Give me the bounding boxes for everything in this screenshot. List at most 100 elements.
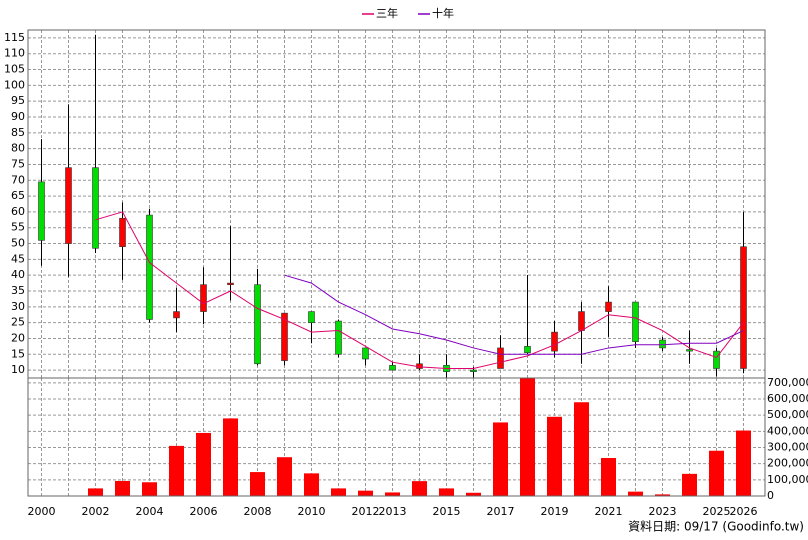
x-tick-label: 2026	[730, 505, 758, 518]
plots: 1015202530354045505560657075808590951001…	[4, 6, 808, 518]
volume-bar	[709, 450, 724, 496]
y-tick-label: 25	[11, 316, 25, 329]
volume-bar	[142, 482, 157, 496]
ma-line	[284, 274, 744, 355]
y-tick-label: 85	[11, 126, 25, 139]
candle-body	[497, 347, 504, 369]
volume-bar	[277, 457, 292, 496]
y-tick-label: 35	[11, 284, 25, 297]
volume-bar	[547, 416, 562, 496]
volume-bar	[628, 491, 643, 496]
x-tick-label: 2000	[28, 505, 56, 518]
volume-bar	[88, 488, 103, 496]
candle-body	[470, 369, 477, 372]
y-tick-label: 75	[11, 157, 25, 170]
volume-bar	[385, 492, 400, 496]
y-tick-label: 90	[11, 110, 25, 123]
candle-body	[578, 311, 585, 331]
candle-body	[38, 181, 45, 241]
y-tick-label: 45	[11, 252, 25, 265]
y-tick-label: 10	[11, 363, 25, 376]
x-tick-label: 2012	[352, 505, 380, 518]
candle-body	[713, 350, 720, 369]
x-tick-label: 2004	[136, 505, 164, 518]
volume-bar	[250, 472, 265, 496]
y-tick-label: 65	[11, 189, 25, 202]
legend-label: 三年	[376, 6, 398, 20]
volume-bar	[304, 473, 319, 496]
x-tick-label: 2010	[298, 505, 326, 518]
candle-body	[335, 320, 342, 355]
candle-body	[524, 346, 531, 353]
volume-bar	[520, 378, 535, 496]
volume-bar	[682, 473, 697, 496]
candle-body	[632, 301, 639, 342]
y-tick-label: 50	[11, 237, 25, 250]
y-tick-label: 60	[11, 205, 25, 218]
y-tick-label: 400,000	[767, 424, 808, 437]
volume-bar	[169, 445, 184, 496]
y-tick-label: 100,000	[767, 473, 808, 486]
y-tick-label: 300,000	[767, 441, 808, 454]
x-tick-label: 2021	[595, 505, 623, 518]
y-tick-label: 700,000	[767, 376, 808, 389]
volume-bar	[439, 488, 454, 496]
candle-body	[119, 217, 126, 248]
y-tick-label: 15	[11, 347, 25, 360]
candle-body	[605, 301, 612, 312]
candle-body	[200, 284, 207, 312]
x-tick-label: 2013	[379, 505, 407, 518]
candle-body	[389, 365, 396, 371]
annotation: 資料日期: 09/17 (Goodinfo.tw)	[628, 520, 804, 534]
candle-body	[740, 246, 747, 369]
y-tick-label: 200,000	[767, 457, 808, 470]
candle-body	[281, 312, 288, 361]
x-tick-label: 2006	[190, 505, 218, 518]
x-tick-label: 2002	[82, 505, 110, 518]
volume-bar	[574, 402, 589, 496]
x-tick-label: 2008	[244, 505, 272, 518]
candle-body	[686, 349, 693, 352]
y-tick-label: 500,000	[767, 408, 808, 421]
candle-body	[659, 339, 666, 349]
volume-bar	[601, 458, 616, 496]
x-tick-label: 2023	[649, 505, 677, 518]
x-tick-label: 2025	[703, 505, 731, 518]
candle-body	[173, 311, 180, 319]
y-tick-label: 110	[4, 47, 25, 60]
candle-body	[65, 167, 72, 244]
y-tick-label: 105	[4, 63, 25, 76]
candle-body	[362, 347, 369, 360]
candle-body	[254, 284, 261, 365]
volume-bar	[223, 418, 238, 496]
candle-body	[227, 282, 234, 285]
volume-bar	[358, 490, 373, 496]
volume-bar	[412, 481, 427, 496]
volume-bar	[493, 422, 508, 496]
ma-line	[95, 211, 744, 370]
candle-body	[146, 214, 153, 320]
x-tick-label: 2017	[487, 505, 515, 518]
candle-body	[92, 167, 99, 249]
y-tick-label: 40	[11, 268, 25, 281]
y-tick-label: 20	[11, 331, 25, 344]
volume-bar	[466, 492, 481, 496]
legend-label: 十年	[432, 6, 454, 20]
y-tick-label: 600,000	[767, 392, 808, 405]
volume-bar	[331, 488, 346, 496]
y-tick-label: 70	[11, 173, 25, 186]
volume-frame	[27, 377, 766, 497]
candle-body	[551, 331, 558, 352]
y-tick-label: 115	[4, 31, 25, 44]
candle-body	[308, 311, 315, 323]
volume-bar	[736, 430, 751, 496]
y-tick-label: 0	[767, 489, 774, 502]
volume-bar	[655, 494, 670, 496]
x-tick-label: 2019	[541, 505, 569, 518]
x-tick-label: 2015	[433, 505, 461, 518]
y-tick-label: 80	[11, 142, 25, 155]
volume-bar	[115, 480, 130, 496]
y-tick-label: 55	[11, 221, 25, 234]
